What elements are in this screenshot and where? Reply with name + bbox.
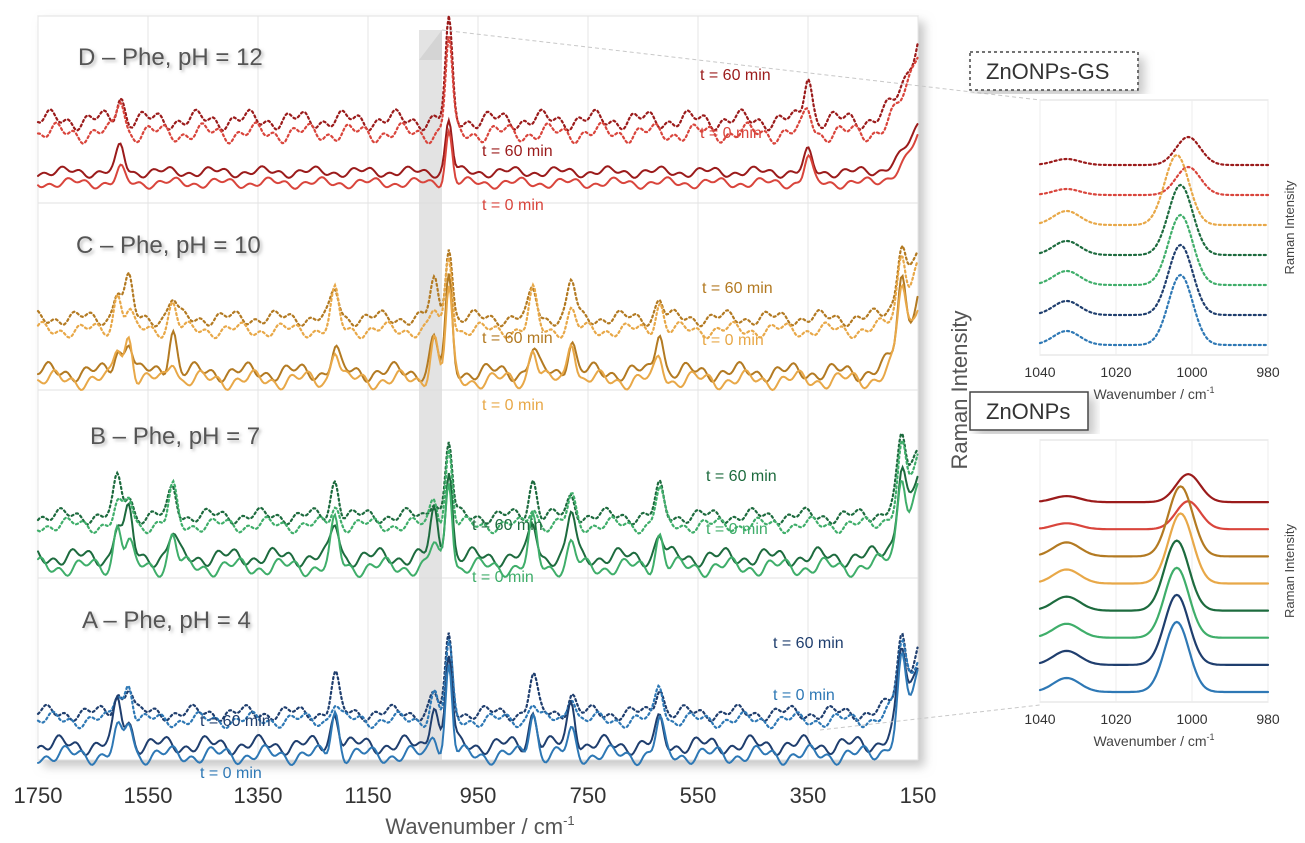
inset-y-axis-label: Raman Intensity bbox=[1282, 524, 1297, 618]
inset-x-tick-label: 1040 bbox=[1024, 364, 1055, 380]
time-label: t = 0 min bbox=[773, 687, 835, 704]
time-label: t = 0 min bbox=[702, 332, 764, 349]
x-tick-label: 1350 bbox=[234, 783, 283, 808]
x-tick-label: 1750 bbox=[14, 783, 63, 808]
spectrum-trace bbox=[36, 632, 919, 723]
spectrum-trace bbox=[37, 273, 919, 384]
highlight-band-top bbox=[419, 30, 442, 60]
spectrum-trace bbox=[37, 651, 919, 767]
x-tick-label: 350 bbox=[790, 783, 827, 808]
x-tick-label: 1550 bbox=[124, 783, 173, 808]
spectrum-trace bbox=[36, 254, 919, 340]
spectrum-trace bbox=[37, 283, 919, 392]
inset-frame bbox=[1039, 439, 1269, 703]
inset-trace bbox=[1038, 153, 1270, 227]
inset-x-tick-label: 1040 bbox=[1024, 711, 1055, 727]
panel-title: C – Phe, pH = 10 bbox=[76, 232, 261, 259]
inset-title: ZnONPs-GS bbox=[986, 59, 1109, 84]
time-label: t = 0 min bbox=[700, 125, 762, 142]
inset-trace bbox=[1038, 273, 1270, 347]
inset-y-axis-label: Raman Intensity bbox=[1282, 180, 1297, 274]
inset-x-axis-label: Wavenumber / cm-1 bbox=[1093, 385, 1214, 402]
time-label: t = 0 min bbox=[706, 521, 768, 538]
inset-trace bbox=[1038, 593, 1270, 666]
time-label: t = 0 min bbox=[472, 569, 534, 586]
x-tick-label: 750 bbox=[570, 783, 607, 808]
inset-trace bbox=[1038, 500, 1270, 531]
inset-x-axis-label: Wavenumber / cm-1 bbox=[1093, 732, 1214, 749]
time-label: t = 60 min bbox=[702, 280, 773, 297]
time-label: t = 0 min bbox=[482, 397, 544, 414]
inset-trace bbox=[1038, 566, 1270, 639]
time-label: t = 0 min bbox=[200, 765, 262, 782]
inset-x-tick-label: 1000 bbox=[1176, 364, 1207, 380]
main-x-axis-label: Wavenumber / cm-1 bbox=[385, 813, 574, 839]
time-label: t = 60 min bbox=[773, 635, 844, 652]
main-y-axis-label: Raman Intensity bbox=[947, 311, 972, 470]
inset-x-tick-label: 980 bbox=[1256, 711, 1280, 727]
spectrum-trace bbox=[36, 15, 919, 132]
x-tick-label: 950 bbox=[460, 783, 497, 808]
inset-chart-gs: 1040 1020 1000 980 Wavenumber / cm-1 Raman In… bbox=[969, 51, 1297, 402]
inset-x-tick-label: 1000 bbox=[1176, 711, 1207, 727]
spectrum-trace bbox=[36, 638, 919, 730]
time-label: t = 60 min bbox=[700, 67, 771, 84]
inset-trace bbox=[1038, 485, 1270, 558]
time-label: t = 0 min bbox=[482, 197, 544, 214]
spectrum-trace bbox=[36, 243, 919, 328]
inset-trace bbox=[1038, 243, 1270, 317]
time-label: t = 60 min bbox=[706, 468, 777, 485]
x-tick-label: 550 bbox=[680, 783, 717, 808]
inset-trace bbox=[1038, 213, 1270, 287]
spectrum-trace bbox=[36, 36, 919, 145]
inset-x-tick-label: 1020 bbox=[1100, 364, 1131, 380]
panel-title: D – Phe, pH = 12 bbox=[78, 44, 263, 71]
x-tick-label: 1150 bbox=[344, 783, 391, 808]
inset-chart-plain: 1040 1020 1000 980 Wavenumber / cm-1 Raman In… bbox=[969, 391, 1297, 749]
spectrum-trace bbox=[37, 127, 919, 190]
time-label: t = 60 min bbox=[482, 143, 553, 160]
connector-line bbox=[819, 704, 1041, 731]
x-tick-label: 150 bbox=[900, 783, 937, 808]
inset-x-tick-label: 980 bbox=[1256, 364, 1280, 380]
inset-x-axis-label-sup: -1 bbox=[1207, 732, 1215, 742]
inset-trace bbox=[1038, 165, 1270, 197]
spectrum-trace bbox=[37, 647, 919, 757]
time-label: t = 60 min bbox=[472, 517, 543, 534]
inset-title-box bbox=[969, 391, 1089, 431]
spectrum-trace bbox=[37, 116, 919, 179]
spectrum-trace bbox=[37, 464, 919, 569]
spectrum-trace bbox=[37, 479, 919, 579]
inset-frame bbox=[1039, 99, 1269, 356]
inset-title: ZnONPs bbox=[986, 399, 1070, 424]
spectrum-trace bbox=[36, 437, 919, 535]
panel-title: A – Phe, pH = 4 bbox=[82, 607, 251, 634]
inset-trace bbox=[1038, 620, 1270, 694]
inset-trace bbox=[1038, 183, 1270, 257]
spectrum-trace bbox=[36, 432, 919, 526]
inset-trace bbox=[1038, 472, 1270, 504]
inset-x-axis-label-sup: -1 bbox=[1207, 385, 1215, 395]
inset-trace bbox=[1038, 539, 1270, 612]
main-traces bbox=[36, 15, 919, 767]
inset-trace bbox=[1038, 512, 1270, 585]
time-label: t = 60 min bbox=[200, 713, 271, 730]
inset-trace bbox=[1038, 135, 1270, 167]
inset-title-box bbox=[969, 51, 1139, 91]
highlight-band bbox=[419, 30, 442, 760]
inset-x-tick-label: 1020 bbox=[1100, 711, 1131, 727]
main-x-axis-ticks: 1750 1550 1350 1150 950 750 550 350 150 bbox=[14, 783, 937, 808]
main-labels: D – Phe, pH = 12 t = 60 min t = 0 min t = 6… bbox=[76, 44, 844, 782]
connector-line bbox=[441, 29, 1041, 101]
time-label: t = 60 min bbox=[482, 330, 553, 347]
panel-title: B – Phe, pH = 7 bbox=[90, 423, 260, 450]
